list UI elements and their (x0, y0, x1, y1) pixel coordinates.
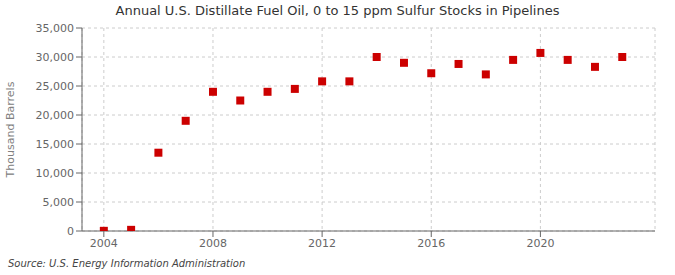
svg-text:20,000: 20,000 (36, 109, 75, 122)
svg-text:35,000: 35,000 (36, 22, 75, 35)
svg-text:5,000: 5,000 (43, 196, 75, 209)
svg-text:Thousand Barrels: Thousand Barrels (8, 81, 17, 178)
svg-text:2020: 2020 (526, 237, 554, 250)
svg-text:2012: 2012 (308, 237, 336, 250)
svg-text:25,000: 25,000 (36, 80, 75, 93)
svg-text:2008: 2008 (199, 237, 227, 250)
svg-text:2016: 2016 (417, 237, 445, 250)
html-text:Annual U.S. Distillate Fuel Oi: Annual U.S. Distillate Fuel Oil, 0 to 15… (115, 3, 560, 18)
svg-text:10,000: 10,000 (36, 167, 75, 180)
html-text:Source: U.S. Energy Informatio: Source: U.S. Energy Information Administ… (8, 258, 246, 269)
svg-text:2004: 2004 (90, 237, 118, 250)
svg-text:30,000: 30,000 (36, 51, 75, 64)
svg-text:0: 0 (67, 225, 74, 238)
svg-text:15,000: 15,000 (36, 138, 75, 151)
